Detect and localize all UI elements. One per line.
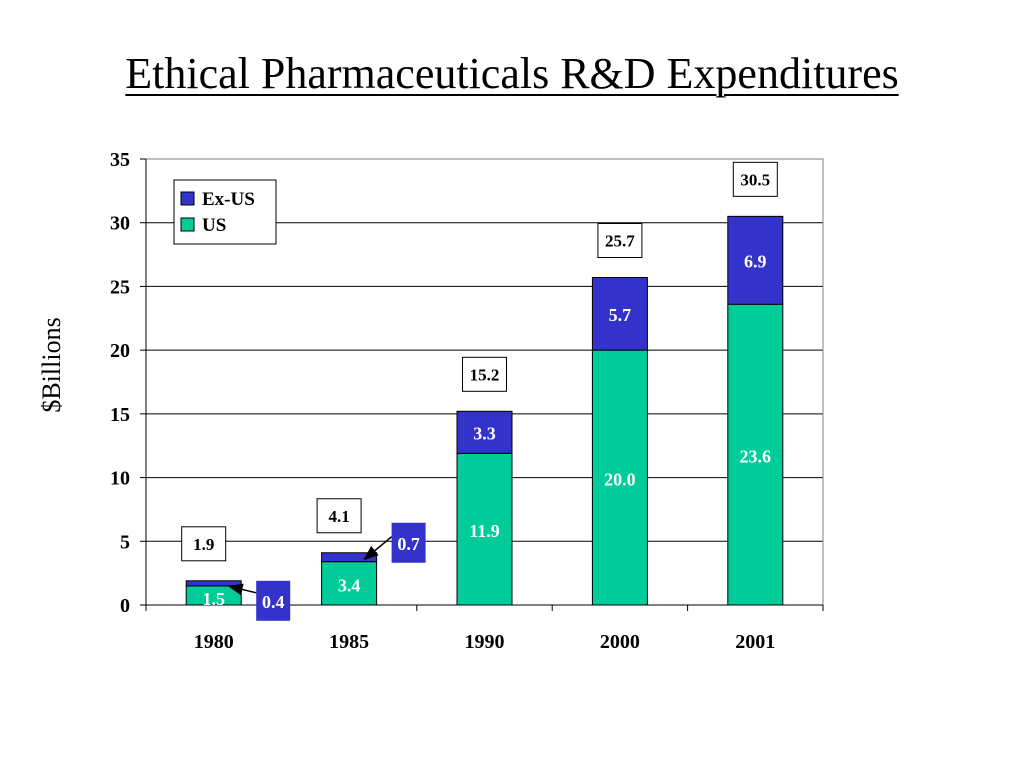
ex-us-callout-box [256,580,291,621]
page-title-text: Ethical Pharmaceuticals R&D Expenditures [125,49,899,98]
y-tick-label: 15 [110,404,130,426]
x-tick-label: 1980 [194,631,234,653]
y-tick-label: 5 [120,531,130,553]
bar-ex-us [185,580,242,587]
total-label: 1.9 [193,535,214,554]
y-tick-label: 25 [110,276,130,298]
ex-us-callout-arrow [227,583,257,596]
legend-box [173,179,277,245]
us-value-label: 3.4 [338,575,361,595]
total-label-box [732,161,778,197]
x-tick-label: 2001 [735,631,775,653]
page-title: Ethical Pharmaceuticals R&D Expenditures [0,52,1024,96]
ex-us-callout-box [391,522,426,563]
total-label-box [181,526,227,562]
y-tick-label: 10 [110,468,130,490]
us-value-label: 20.0 [604,470,636,490]
ex-us-value-label: 3.3 [473,423,496,443]
total-label: 15.2 [470,365,500,384]
x-tick-label: 1990 [465,631,505,653]
ex-us-value-label: 0.4 [262,592,285,612]
bar-ex-us [456,410,513,454]
legend-swatch [180,217,195,232]
total-label: 4.1 [328,507,349,526]
x-tick-label: 2000 [600,631,640,653]
us-value-label: 1.5 [202,589,225,609]
us-value-label: 11.9 [469,521,500,541]
ex-us-value-label: 5.7 [609,305,632,325]
bar-ex-us [591,277,648,351]
y-tick-label: 30 [110,213,130,235]
total-label-box [597,223,643,259]
total-label-box [462,356,507,392]
ex-us-value-label: 0.7 [397,534,420,554]
y-tick-label: 0 [120,595,130,617]
ex-us-callout-arrow [363,536,393,561]
us-value-label: 23.6 [740,447,772,467]
bar-ex-us [321,552,378,563]
ex-us-value-label: 6.9 [744,251,767,271]
y-tick-label: 20 [110,340,130,362]
x-tick-label: 1985 [329,631,369,653]
legend-swatch [180,191,195,206]
bar-ex-us [727,215,784,305]
total-label-box [316,498,362,534]
y-tick-label: 35 [110,149,130,171]
total-label: 25.7 [605,232,635,251]
y-axis-label: $Billions [37,317,66,412]
legend-label: Ex-US [202,189,255,210]
total-label: 30.5 [740,170,770,189]
legend-label: US [202,215,226,236]
